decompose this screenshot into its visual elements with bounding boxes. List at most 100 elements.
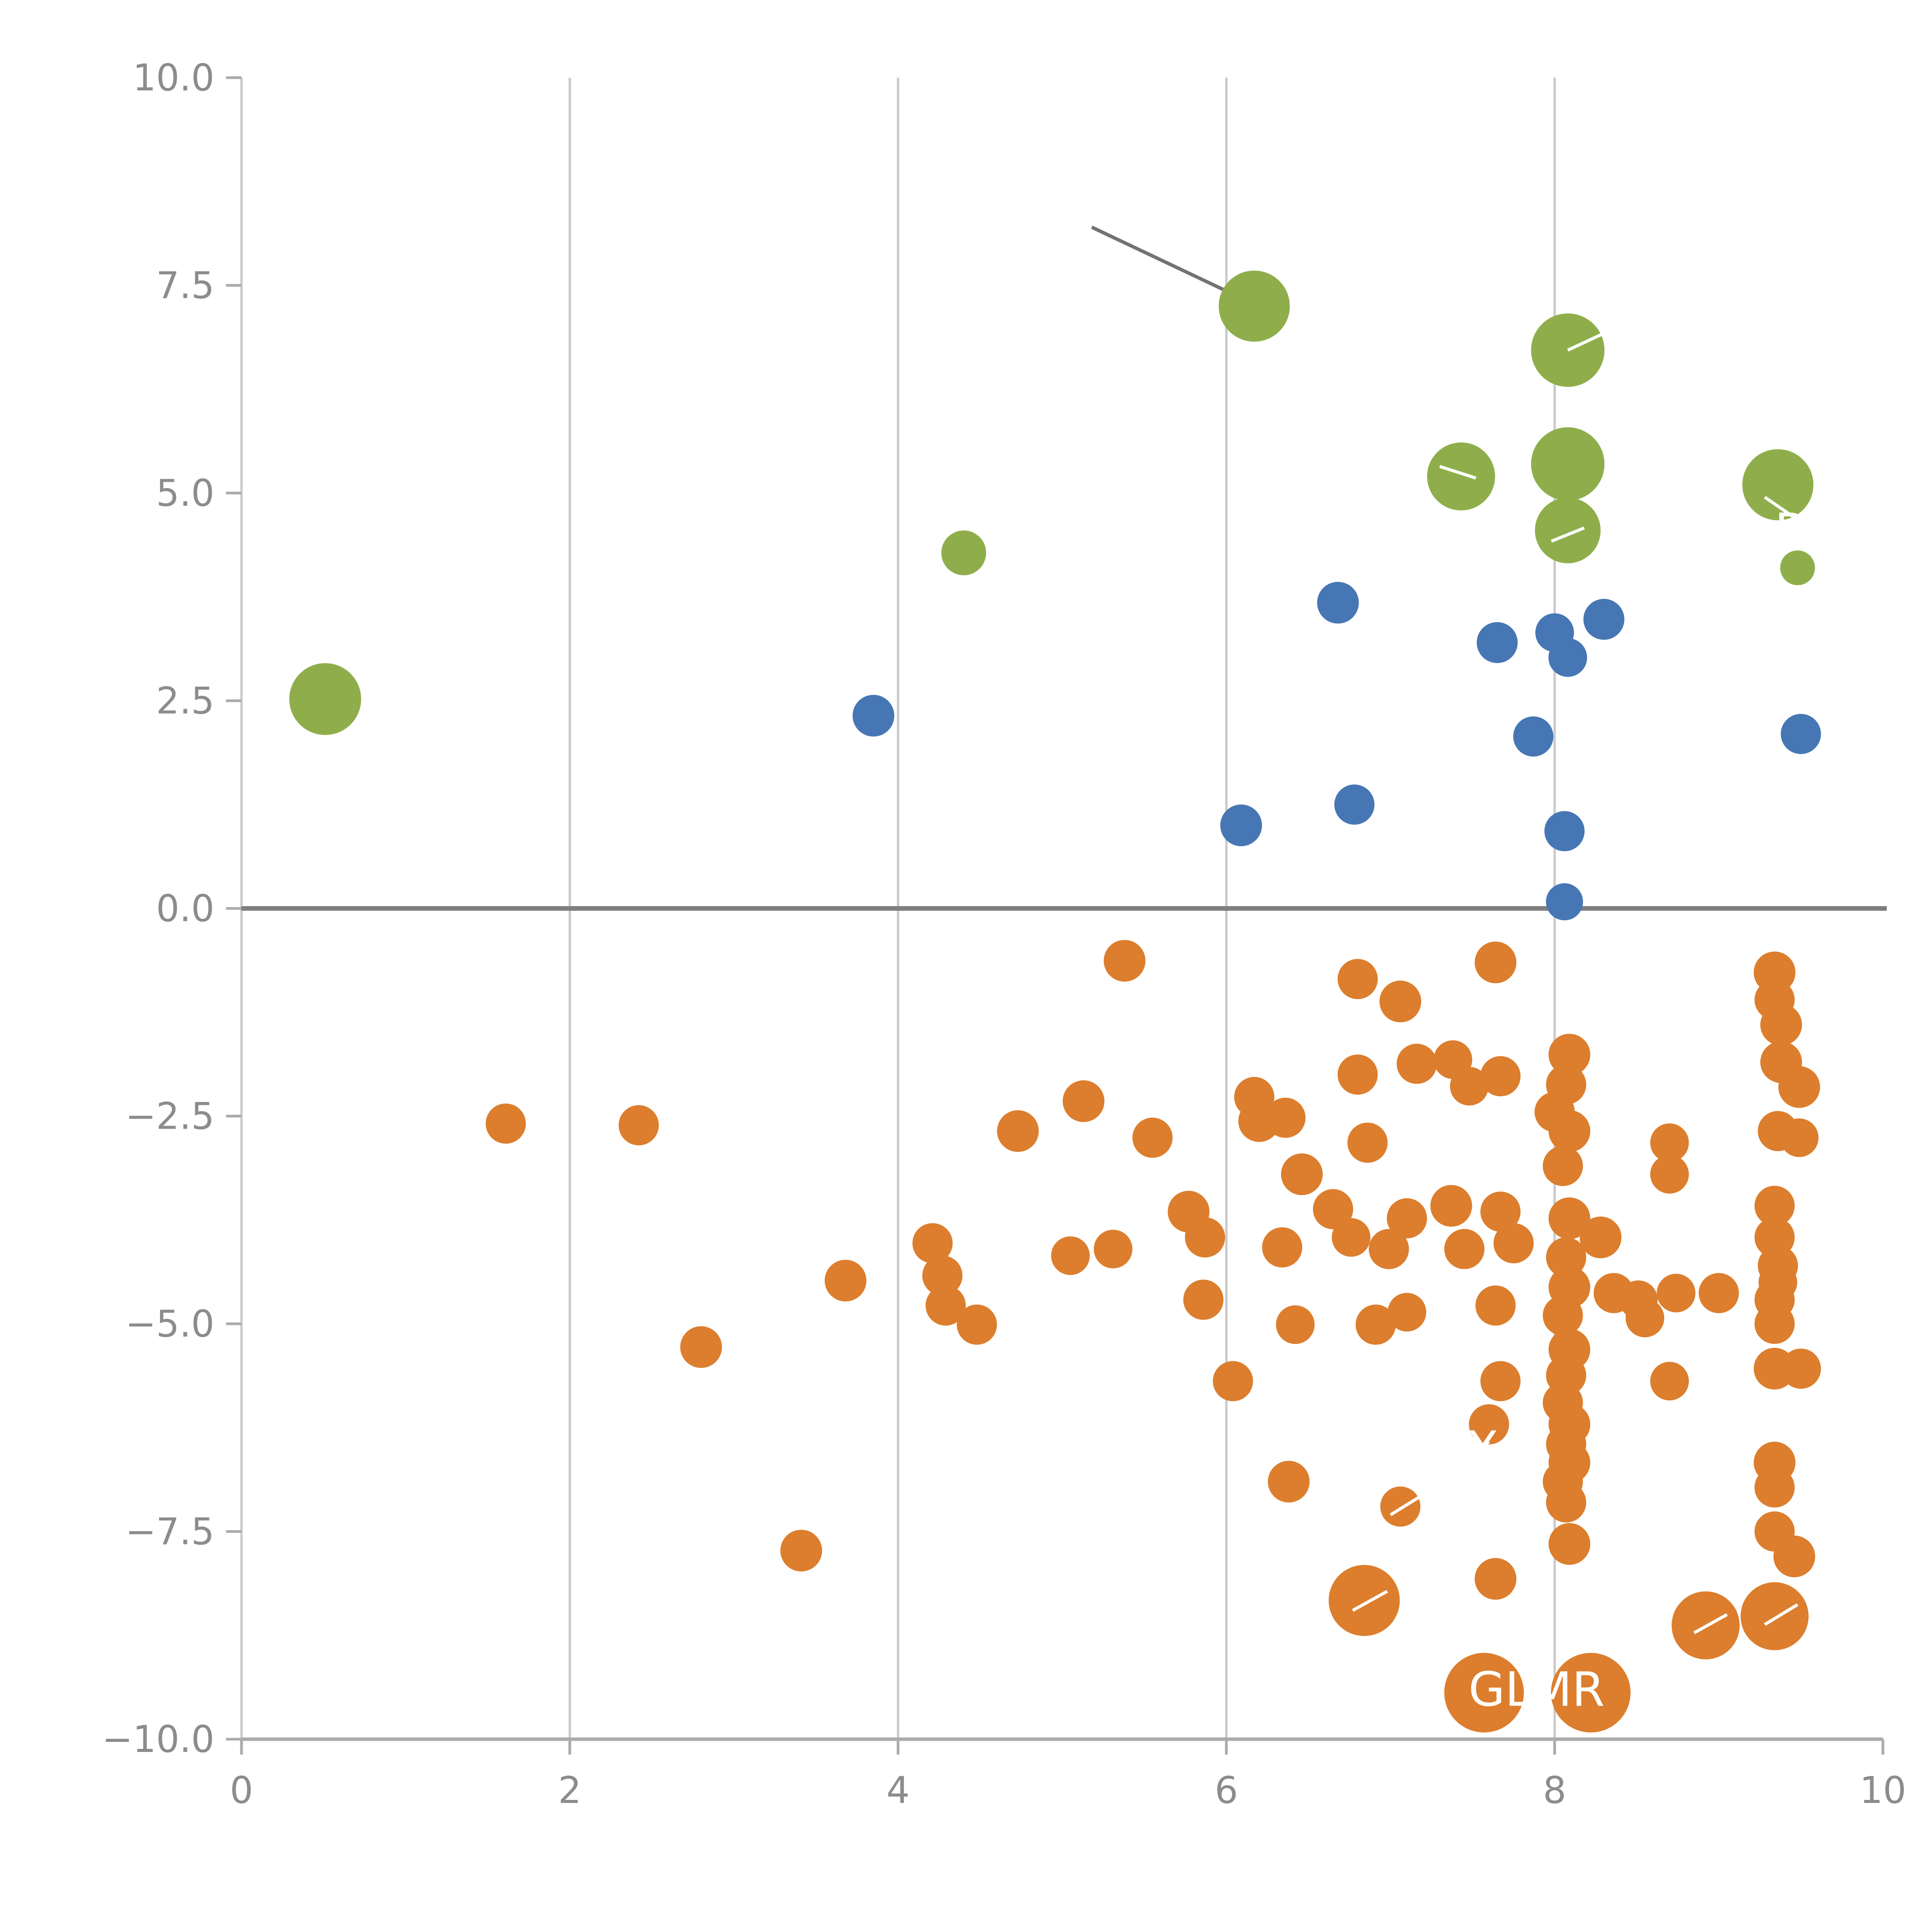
x-tick-label: 0 [230,1769,253,1812]
bubble-orange[interactable] [1480,1191,1521,1232]
bubble-orange[interactable] [1213,1361,1253,1401]
bubble-orange[interactable] [1444,1653,1524,1733]
bubble-orange[interactable] [1551,1653,1631,1733]
bubble-blue[interactable] [1546,883,1583,920]
bubble-orange[interactable] [1548,1034,1590,1076]
bubble-orange[interactable] [1332,1218,1371,1257]
bubble-green[interactable] [289,663,361,735]
bubble-green[interactable] [1535,497,1601,563]
bubble-orange[interactable] [1328,1565,1400,1636]
bubble-green[interactable] [1742,449,1814,520]
bubble-orange[interactable] [1276,1305,1315,1344]
bubble-orange[interactable] [1493,1223,1534,1264]
bubble-orange[interactable] [1380,1486,1421,1527]
bubble-orange[interactable] [1450,1067,1489,1106]
bubble-orange[interactable] [1430,1185,1472,1227]
bubble-orange[interactable] [1548,1523,1590,1565]
bubble-orange[interactable] [1740,1582,1809,1650]
x-tick-label: 2 [558,1769,581,1812]
bubble-orange[interactable] [1104,940,1146,982]
bubble-orange[interactable] [925,1285,966,1326]
bubble-blue[interactable] [1317,582,1359,624]
bubble-orange[interactable] [1754,1467,1795,1508]
bubble-orange[interactable] [1546,1482,1587,1523]
bubble-orange[interactable] [1337,959,1378,999]
bubble-orange[interactable] [1265,1097,1306,1138]
white-leader-fragment [1352,1590,1388,1612]
bubble-orange[interactable] [1185,1217,1225,1258]
bubble-blue[interactable] [1548,638,1587,677]
bubble-green[interactable] [1427,442,1495,510]
bubble-orange[interactable] [680,1326,722,1368]
bubble-orange[interactable] [1480,1361,1521,1401]
bubble-orange[interactable] [1387,1198,1427,1238]
bubble-green[interactable] [1531,313,1605,387]
bubble-green[interactable] [1219,270,1290,342]
bubble-orange[interactable] [1444,1229,1485,1269]
bubble-orange[interactable] [1754,1304,1795,1344]
bubble-orange[interactable] [485,1103,526,1144]
bubble-orange[interactable] [1337,1054,1378,1095]
bubble-orange[interactable] [1051,1236,1090,1275]
bubble-orange[interactable] [1475,941,1517,983]
y-tick-label: 2.5 [156,680,214,723]
bubble-orange[interactable] [1396,1044,1437,1084]
bubble-orange[interactable] [1760,1004,1802,1046]
bubble-orange[interactable] [1546,1237,1587,1277]
bubble-blue[interactable] [1544,811,1585,852]
bubble-orange[interactable] [1781,1349,1821,1389]
bubble-orange[interactable] [1355,1304,1396,1345]
bubble-orange[interactable] [1183,1279,1224,1320]
bubble-orange[interactable] [1543,1146,1583,1186]
bubble-orange[interactable] [1650,1155,1689,1194]
bubble-orange[interactable] [1262,1227,1303,1268]
bubble-orange[interactable] [1778,1066,1820,1108]
bubble-orange[interactable] [1656,1274,1696,1313]
bubble-orange[interactable] [912,1223,953,1264]
bubble-green[interactable] [941,530,986,575]
bubble-blue[interactable] [1583,599,1624,640]
bubble-orange[interactable] [1580,1216,1622,1259]
bubble-orange[interactable] [1281,1153,1323,1195]
bubble-orange[interactable] [1699,1273,1739,1313]
bubble-orange[interactable] [1759,1263,1798,1302]
bubble-orange[interactable] [997,1110,1039,1152]
bubble-green[interactable] [1780,550,1815,585]
bubble-orange[interactable] [1548,1110,1590,1152]
bubble-orange[interactable] [1780,1118,1819,1157]
bubble-orange[interactable] [780,1529,822,1571]
bubble-orange[interactable] [1469,1404,1509,1445]
bubble-blue[interactable] [1334,784,1375,825]
bubble-orange[interactable] [1094,1230,1133,1269]
bubble-orange[interactable] [619,1105,659,1146]
bubble-orange[interactable] [1773,1536,1815,1577]
bubble-orange[interactable] [1754,1185,1795,1226]
bubble-blue[interactable] [1476,622,1518,663]
bubble-orange[interactable] [1650,1362,1689,1401]
bubble-orange[interactable] [1132,1117,1173,1158]
bubble-orange[interactable] [825,1260,867,1302]
y-tick-label: −7.5 [125,1511,214,1553]
bubble-orange[interactable] [1388,1293,1427,1332]
bubble-orange[interactable] [1369,1229,1409,1269]
bubble-orange[interactable] [1543,1295,1583,1336]
bubble-orange[interactable] [1480,1056,1521,1097]
bubble-orange[interactable] [1475,1285,1516,1326]
bubble-orange[interactable] [922,1255,963,1296]
y-tick-label: −5.0 [125,1303,214,1345]
bubble-orange[interactable] [1626,1298,1665,1337]
bubble-orange[interactable] [1347,1122,1388,1163]
bubble-blue[interactable] [1781,714,1821,754]
bubble-blue[interactable] [1220,804,1262,846]
bubble-orange[interactable] [1548,1197,1590,1239]
bubble-blue[interactable] [852,695,895,737]
bubble-green[interactable] [1531,427,1605,501]
bubble-orange[interactable] [1063,1080,1105,1122]
bubble-orange[interactable] [1313,1189,1353,1230]
bubble-orange[interactable] [957,1304,997,1345]
bubble-orange[interactable] [1650,1123,1689,1162]
bubble-orange[interactable] [1475,1558,1517,1600]
bubble-orange[interactable] [1268,1461,1310,1503]
bubble-blue[interactable] [1513,716,1554,757]
bubble-orange[interactable] [1379,980,1422,1022]
